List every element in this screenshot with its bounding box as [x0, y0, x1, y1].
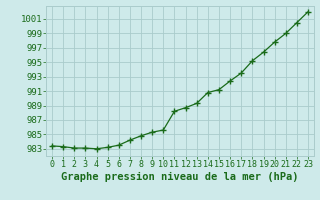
X-axis label: Graphe pression niveau de la mer (hPa): Graphe pression niveau de la mer (hPa)	[61, 172, 299, 182]
